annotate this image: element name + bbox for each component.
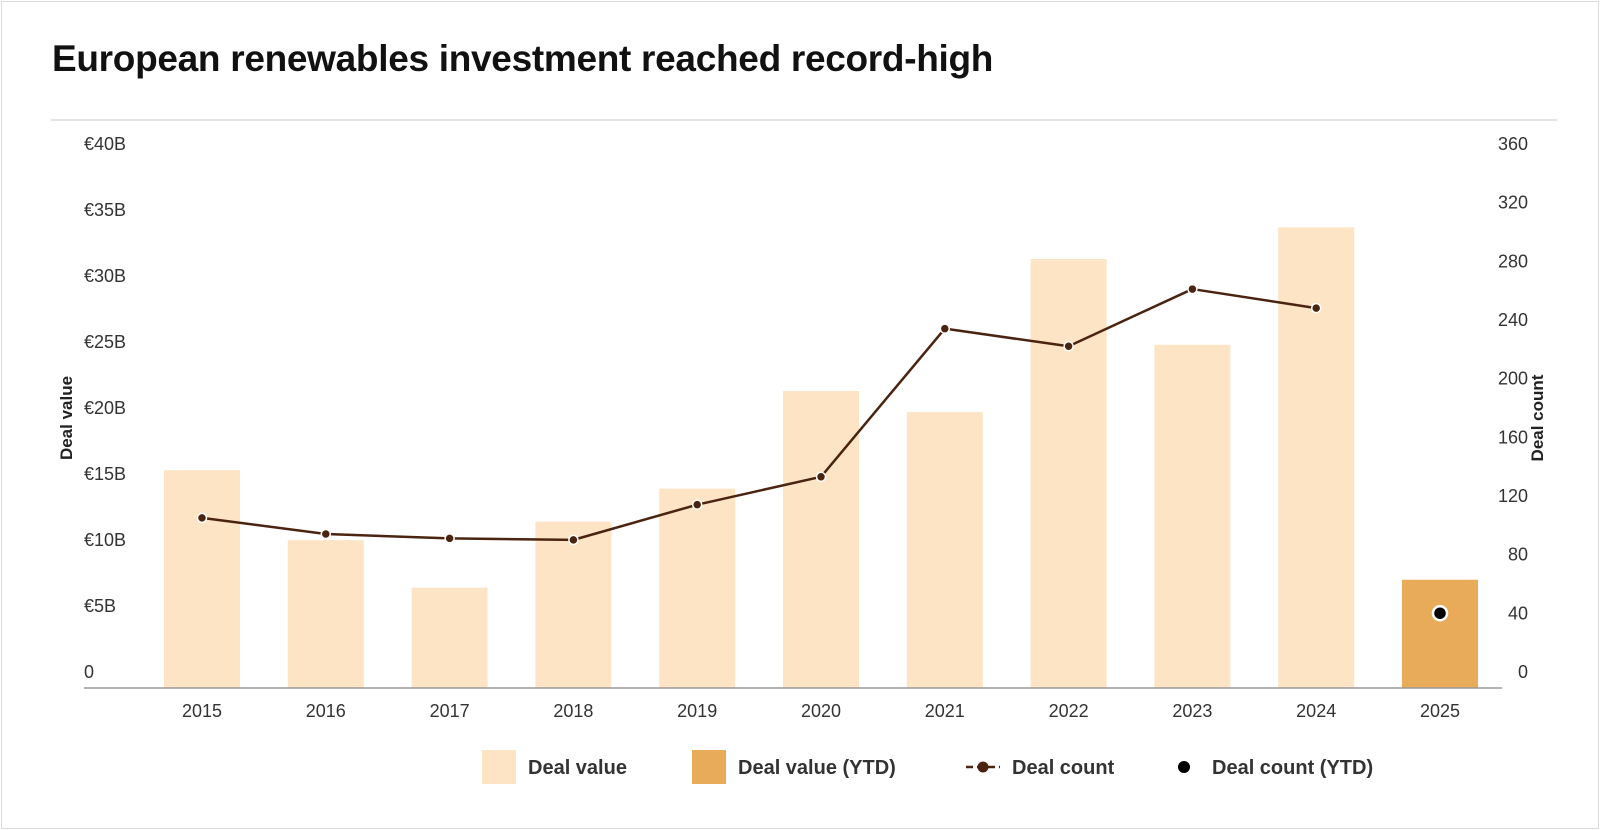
left-tick-label: €30B — [84, 266, 126, 286]
bar — [535, 521, 612, 688]
right-tick-label: 120 — [1498, 486, 1528, 506]
deal-count-line — [201, 287, 1317, 542]
left-tick-label: 0 — [84, 662, 94, 682]
deal-count-point — [815, 471, 827, 483]
right-tick-label: 320 — [1498, 193, 1528, 213]
legend-label: Deal value — [528, 757, 627, 779]
right-tick-label: 360 — [1498, 134, 1528, 154]
deal-count-point — [1187, 283, 1198, 295]
left-tick-label: €10B — [84, 530, 126, 550]
bar — [287, 540, 364, 688]
left-tick-label: €20B — [84, 398, 126, 418]
x-tick-label: 2021 — [925, 701, 965, 721]
left-tick-label: €15B — [84, 464, 126, 484]
legend-swatch — [692, 750, 726, 784]
x-tick-label: 2024 — [1296, 701, 1336, 721]
bar — [1030, 259, 1107, 688]
x-tick-label: 2018 — [553, 701, 593, 721]
bar — [1278, 227, 1355, 688]
bar — [1154, 344, 1231, 688]
deal-count-point — [691, 499, 703, 510]
left-axis-ticks: 0 €5B €10B €15B €20B €25B €30B €35B €40B — [84, 134, 126, 682]
legend-marker — [977, 761, 989, 773]
x-tick-label: 2015 — [182, 701, 222, 721]
right-axis-ticks: 0 40 80 120 160 200 240 280 320 360 — [1498, 134, 1528, 682]
x-tick-label: 2025 — [1420, 701, 1460, 721]
x-tick-label: 2019 — [677, 701, 717, 721]
bar — [659, 488, 736, 688]
right-tick-label: 40 — [1508, 603, 1528, 623]
deal-count-point — [568, 534, 579, 546]
legend-label: Deal count — [1012, 757, 1115, 779]
x-tick-label: 2016 — [306, 701, 346, 721]
bar — [411, 587, 488, 688]
title-divider — [51, 119, 1557, 121]
bar-series — [164, 227, 1478, 688]
deal-count-point — [444, 533, 455, 544]
bar — [164, 470, 240, 688]
left-axis-title: Deal value — [57, 376, 76, 460]
left-tick-label: €25B — [84, 332, 126, 352]
right-tick-label: 160 — [1498, 427, 1528, 447]
x-tick-label: 2023 — [1172, 701, 1212, 721]
deal-count-point — [1310, 302, 1322, 314]
x-tick-label: 2020 — [801, 701, 841, 721]
left-tick-label: €40B — [84, 134, 126, 154]
bar-ytd — [1402, 579, 1478, 688]
legend: Deal value Deal value (YTD) Deal count Deal… — [482, 750, 1373, 784]
x-tick-label: 2017 — [430, 701, 470, 721]
right-tick-label: 200 — [1498, 369, 1528, 389]
x-tick-label: 2022 — [1049, 701, 1089, 721]
right-tick-label: 0 — [1518, 662, 1528, 682]
x-axis-ticks: 2015 2016 2017 2018 2019 2020 2021 2022 2023 2024… — [182, 701, 1460, 721]
legend-label: Deal count (YTD) — [1212, 757, 1373, 779]
legend-label: Deal value (YTD) — [738, 757, 896, 779]
right-tick-label: 280 — [1498, 251, 1528, 271]
deal-count-point — [939, 323, 951, 334]
legend-marker — [1178, 761, 1190, 773]
deal-count-point — [196, 512, 208, 524]
right-axis-title: Deal count — [1528, 374, 1547, 461]
bar — [783, 391, 859, 688]
deal-count-ytd-point — [1431, 604, 1449, 622]
legend-swatch — [482, 750, 516, 784]
bar — [906, 412, 983, 688]
deal-count-point — [1063, 341, 1074, 352]
left-tick-label: €35B — [84, 200, 126, 220]
right-tick-label: 80 — [1508, 545, 1528, 565]
deal-count-point — [320, 528, 332, 540]
line-series — [196, 283, 1449, 622]
left-tick-label: €5B — [84, 596, 116, 616]
chart-title: European renewables investment reached r… — [52, 38, 994, 79]
right-tick-label: 240 — [1498, 310, 1528, 330]
